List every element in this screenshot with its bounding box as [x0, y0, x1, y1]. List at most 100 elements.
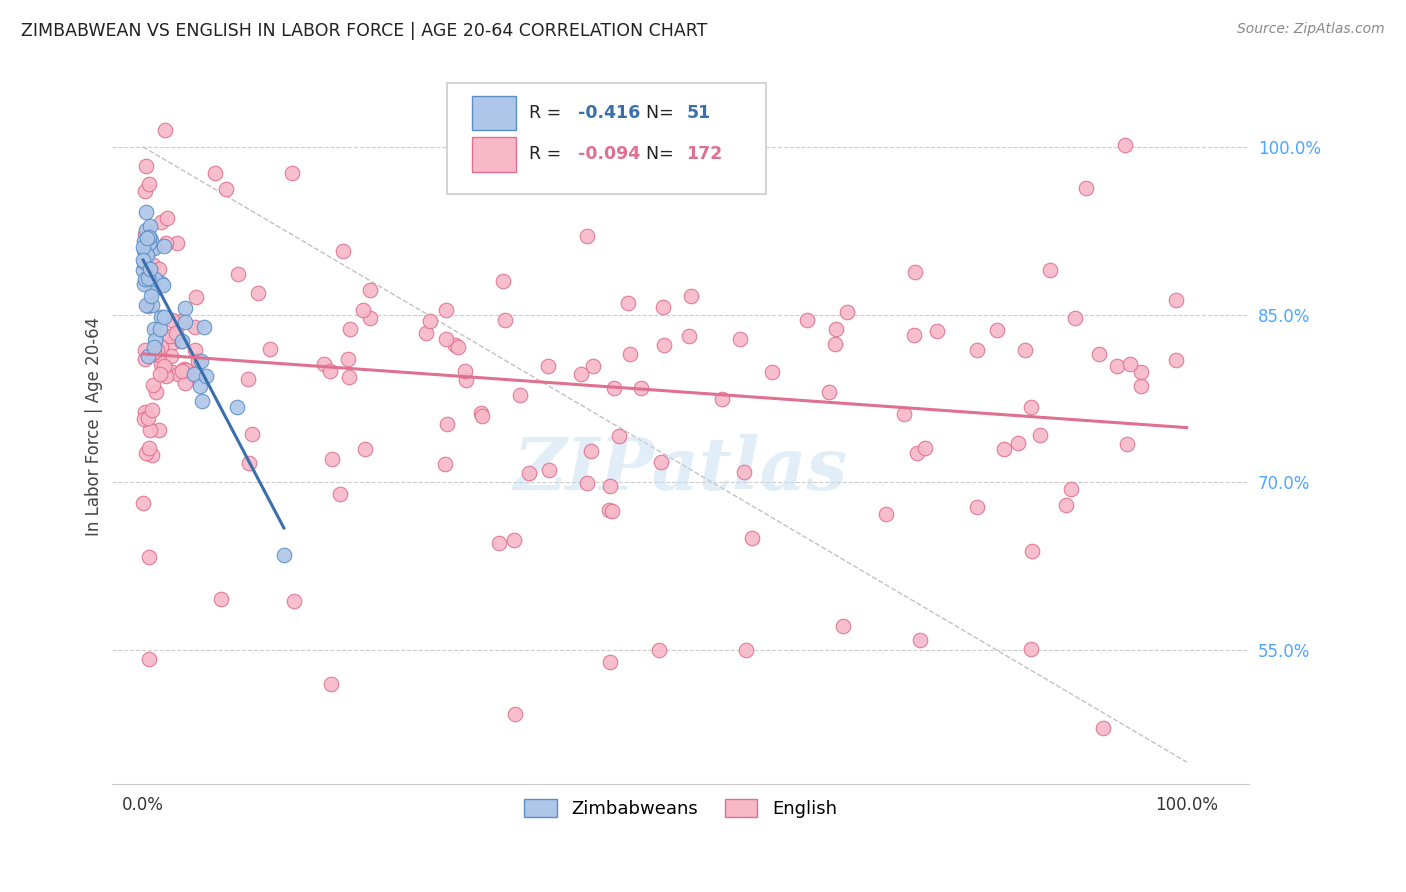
Point	[332, 244, 354, 259]
Point	[184, 290, 207, 304]
Point	[134, 405, 156, 419]
Text: N=: N=	[647, 103, 679, 122]
Point	[329, 487, 352, 501]
Point	[893, 407, 915, 421]
Point	[491, 274, 513, 288]
Point	[582, 359, 605, 373]
Point	[135, 222, 157, 236]
Point	[505, 707, 527, 722]
Point	[155, 235, 177, 250]
Point	[135, 247, 157, 261]
Point	[173, 301, 195, 316]
Point	[1007, 436, 1029, 450]
Point	[454, 373, 477, 387]
Point	[141, 274, 163, 288]
Point	[165, 326, 187, 340]
Point	[150, 340, 173, 354]
Point	[135, 205, 157, 219]
Point	[138, 219, 160, 233]
Point	[733, 465, 755, 479]
Point	[225, 401, 247, 415]
Point	[139, 234, 162, 248]
Point	[132, 496, 155, 510]
Point	[354, 442, 377, 457]
Point	[149, 310, 172, 325]
Point	[1019, 642, 1042, 657]
Point	[599, 655, 621, 669]
Point	[1116, 437, 1139, 451]
Point	[648, 643, 671, 657]
Point	[138, 177, 160, 191]
Point	[136, 269, 159, 284]
Point	[488, 535, 510, 549]
Point	[142, 284, 165, 298]
Y-axis label: In Labor Force | Age 20-64: In Labor Force | Age 20-64	[86, 317, 103, 536]
Point	[925, 324, 948, 338]
Point	[155, 368, 177, 383]
Point	[1021, 544, 1043, 558]
Point	[145, 384, 167, 399]
Point	[259, 342, 281, 356]
Point	[135, 160, 157, 174]
Point	[502, 533, 524, 547]
Point	[679, 288, 702, 302]
Point	[283, 593, 305, 607]
Point	[141, 448, 163, 462]
Point	[138, 235, 160, 250]
Point	[136, 350, 159, 364]
Point	[831, 619, 853, 633]
Point	[148, 261, 170, 276]
Point	[142, 241, 165, 255]
Point	[132, 255, 155, 269]
Point	[134, 343, 156, 358]
Point	[170, 334, 193, 348]
Point	[986, 323, 1008, 337]
Text: -0.094: -0.094	[578, 145, 640, 163]
Point	[174, 362, 197, 376]
Point	[166, 236, 188, 251]
Point	[728, 332, 751, 346]
Point	[138, 230, 160, 244]
Point	[142, 346, 165, 360]
Point	[138, 652, 160, 666]
Point	[165, 327, 187, 342]
Point	[141, 297, 163, 311]
Point	[134, 244, 156, 258]
Point	[905, 446, 928, 460]
Point	[132, 253, 155, 268]
Point	[138, 442, 160, 456]
Point	[312, 357, 335, 371]
Point	[599, 478, 621, 492]
Point	[359, 310, 381, 325]
Point	[247, 285, 270, 300]
Point	[434, 332, 457, 346]
Point	[153, 310, 176, 324]
Point	[318, 364, 340, 378]
Point	[135, 446, 157, 460]
Point	[602, 381, 624, 395]
Point	[184, 320, 207, 334]
Point	[152, 239, 174, 253]
Point	[1087, 347, 1109, 361]
Point	[191, 393, 214, 408]
FancyBboxPatch shape	[472, 137, 516, 171]
Point	[600, 504, 623, 518]
Point	[172, 363, 194, 377]
Point	[143, 340, 166, 354]
Point	[150, 276, 173, 290]
Point	[835, 305, 858, 319]
Point	[134, 352, 156, 367]
Point	[132, 240, 155, 254]
Point	[825, 321, 848, 335]
Point	[630, 380, 652, 394]
Point	[578, 123, 600, 137]
Point	[134, 277, 156, 291]
Point	[1119, 357, 1142, 371]
Text: -0.416: -0.416	[578, 103, 640, 122]
Point	[993, 442, 1015, 457]
Point	[160, 365, 183, 379]
Point	[678, 329, 700, 343]
Point	[139, 231, 162, 245]
Point	[569, 368, 592, 382]
Point	[321, 452, 343, 467]
